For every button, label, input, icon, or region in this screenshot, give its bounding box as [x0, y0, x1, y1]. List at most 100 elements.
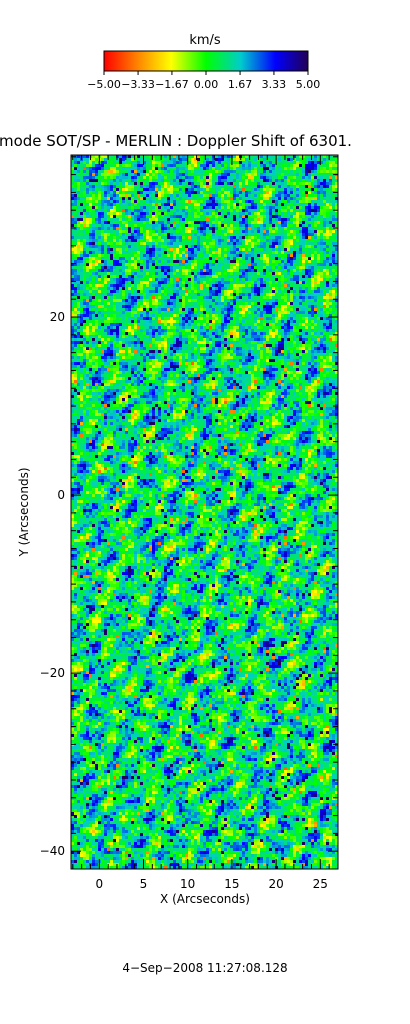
- heatmap-cell: [92, 242, 95, 245]
- heatmap-cell: [272, 182, 275, 185]
- heatmap-cell: [149, 212, 152, 215]
- heatmap-cell: [191, 257, 194, 260]
- heatmap-cell: [215, 263, 218, 266]
- heatmap-cell: [275, 296, 278, 299]
- heatmap-cell: [296, 218, 299, 221]
- heatmap-cell: [227, 188, 230, 191]
- heatmap-cell: [176, 299, 179, 302]
- heatmap-cell: [296, 317, 299, 320]
- heatmap-cell: [272, 308, 275, 311]
- heatmap-cell: [107, 317, 110, 320]
- heatmap-cell: [71, 266, 74, 269]
- heatmap-cell: [143, 278, 146, 281]
- heatmap-cell: [245, 185, 248, 188]
- heatmap-cell: [254, 263, 257, 266]
- heatmap-cell: [314, 305, 317, 308]
- heatmap-cell: [149, 203, 152, 206]
- heatmap-cell: [191, 269, 194, 272]
- heatmap-cell: [302, 224, 305, 227]
- heatmap-cell: [194, 167, 197, 170]
- heatmap-cell: [182, 194, 185, 197]
- heatmap-cell: [161, 194, 164, 197]
- heatmap-cell: [161, 281, 164, 284]
- heatmap-cell: [293, 221, 296, 224]
- heatmap-cell: [293, 302, 296, 305]
- heatmap-cell: [227, 305, 230, 308]
- heatmap-cell: [260, 188, 263, 191]
- heatmap-cell: [224, 206, 227, 209]
- heatmap-cell: [245, 299, 248, 302]
- heatmap-cell: [212, 215, 215, 218]
- heatmap-cell: [71, 287, 74, 290]
- heatmap-cell: [101, 311, 104, 314]
- heatmap-cell: [125, 257, 128, 260]
- heatmap-cell: [80, 179, 83, 182]
- heatmap-cell: [275, 188, 278, 191]
- heatmap-cell: [281, 293, 284, 296]
- heatmap-cell: [149, 269, 152, 272]
- heatmap-cell: [221, 269, 224, 272]
- heatmap-cell: [302, 314, 305, 317]
- heatmap-cell: [275, 227, 278, 230]
- heatmap-cell: [302, 164, 305, 167]
- heatmap-cell: [287, 161, 290, 164]
- heatmap-cell: [263, 218, 266, 221]
- heatmap-cell: [278, 206, 281, 209]
- heatmap-cell: [239, 266, 242, 269]
- heatmap-cell: [236, 293, 239, 296]
- heatmap-cell: [161, 278, 164, 281]
- heatmap-cell: [290, 260, 293, 263]
- heatmap-cell: [92, 215, 95, 218]
- heatmap-cell: [137, 293, 140, 296]
- heatmap-cell: [125, 230, 128, 233]
- heatmap-cell: [275, 209, 278, 212]
- heatmap-cell: [146, 212, 149, 215]
- heatmap-cell: [230, 227, 233, 230]
- heatmap-cell: [251, 305, 254, 308]
- heatmap-cell: [167, 290, 170, 293]
- heatmap-cell: [299, 251, 302, 254]
- heatmap-cell: [131, 203, 134, 206]
- heatmap-cell: [104, 176, 107, 179]
- heatmap-cell: [104, 263, 107, 266]
- heatmap-cell: [296, 230, 299, 233]
- heatmap-cell: [170, 170, 173, 173]
- heatmap-cell: [107, 224, 110, 227]
- heatmap-cell: [101, 230, 104, 233]
- heatmap-cell: [212, 254, 215, 257]
- heatmap-cell: [95, 158, 98, 161]
- heatmap-cell: [134, 296, 137, 299]
- heatmap-cell: [224, 320, 227, 323]
- heatmap-cell: [194, 266, 197, 269]
- heatmap-cell: [86, 215, 89, 218]
- heatmap-cell: [248, 176, 251, 179]
- heatmap-cell: [296, 260, 299, 263]
- heatmap-cell: [212, 260, 215, 263]
- heatmap-cell: [317, 269, 320, 272]
- heatmap-cell: [185, 185, 188, 188]
- heatmap-cell: [233, 242, 236, 245]
- heatmap-cell: [116, 290, 119, 293]
- heatmap-cell: [89, 224, 92, 227]
- heatmap-cell: [290, 272, 293, 275]
- heatmap-cell: [329, 188, 332, 191]
- heatmap-cell: [134, 164, 137, 167]
- heatmap-cell: [161, 161, 164, 164]
- heatmap-cell: [254, 155, 257, 158]
- heatmap-cell: [278, 179, 281, 182]
- heatmap-cell: [83, 245, 86, 248]
- heatmap-cell: [332, 188, 335, 191]
- heatmap-cell: [77, 227, 80, 230]
- heatmap-cell: [95, 170, 98, 173]
- heatmap-cell: [263, 305, 266, 308]
- heatmap-cell: [203, 197, 206, 200]
- heatmap-cell: [329, 317, 332, 320]
- heatmap-cell: [164, 317, 167, 320]
- heatmap-cell: [266, 233, 269, 236]
- heatmap-cell: [149, 158, 152, 161]
- heatmap-cell: [191, 182, 194, 185]
- heatmap-cell: [263, 164, 266, 167]
- heatmap-cell: [269, 164, 272, 167]
- heatmap-cell: [152, 200, 155, 203]
- heatmap-cell: [305, 245, 308, 248]
